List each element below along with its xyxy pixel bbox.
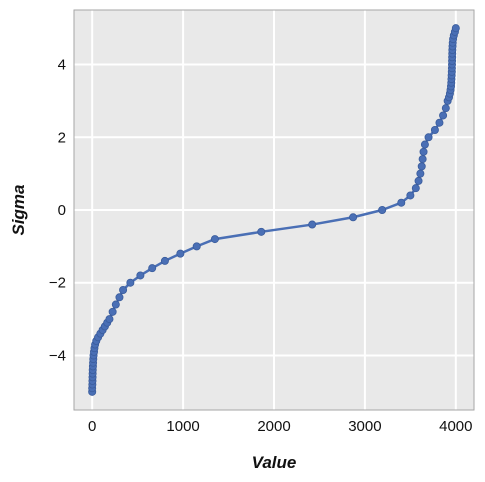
data-point: [414, 176, 423, 185]
data-point: [441, 104, 450, 113]
data-point: [411, 184, 420, 193]
data-point: [115, 293, 124, 302]
plot-frame: [73, 9, 475, 411]
data-point: [126, 278, 135, 287]
data-point: [148, 264, 157, 273]
data-point: [308, 220, 317, 229]
data-point: [136, 271, 145, 280]
x-tick-label: 1000: [166, 418, 199, 435]
data-point: [378, 205, 387, 214]
data-point: [210, 235, 219, 244]
data-point: [430, 126, 439, 135]
x-axis-label: Value: [252, 453, 297, 472]
data-point: [119, 285, 128, 294]
data-point: [108, 307, 117, 316]
data-point: [435, 118, 444, 127]
y-tick-label: −4: [49, 347, 66, 364]
x-tick-label: 2000: [257, 418, 290, 435]
x-tick-label: 0: [88, 418, 96, 435]
x-tick-label: 4000: [439, 418, 472, 435]
data-point: [406, 191, 415, 200]
data-point: [349, 213, 358, 222]
y-tick-label: −2: [49, 275, 66, 292]
grid-lines: [74, 10, 474, 410]
y-tick-label: 0: [58, 202, 66, 219]
x-tick-label: 3000: [348, 418, 381, 435]
data-point: [424, 133, 433, 142]
data-point: [417, 162, 426, 171]
y-axis-label: Sigma: [9, 184, 28, 235]
data-point: [105, 315, 114, 324]
data-point: [160, 256, 169, 265]
data-point: [111, 300, 120, 309]
data-point: [420, 140, 429, 149]
data-point: [418, 155, 427, 164]
data-point: [416, 169, 425, 178]
data-point: [192, 242, 201, 251]
data-point: [419, 147, 428, 156]
data-series: [88, 24, 460, 396]
data-point: [439, 111, 448, 120]
data-point: [176, 249, 185, 258]
data-point: [451, 24, 460, 33]
tick-labels: 0 1000 2000 3000 4000 −4 −2 0 2 4: [49, 57, 473, 435]
y-tick-label: 4: [58, 57, 66, 74]
data-point: [397, 198, 406, 207]
data-point: [257, 227, 266, 236]
y-tick-label: 2: [58, 129, 66, 146]
